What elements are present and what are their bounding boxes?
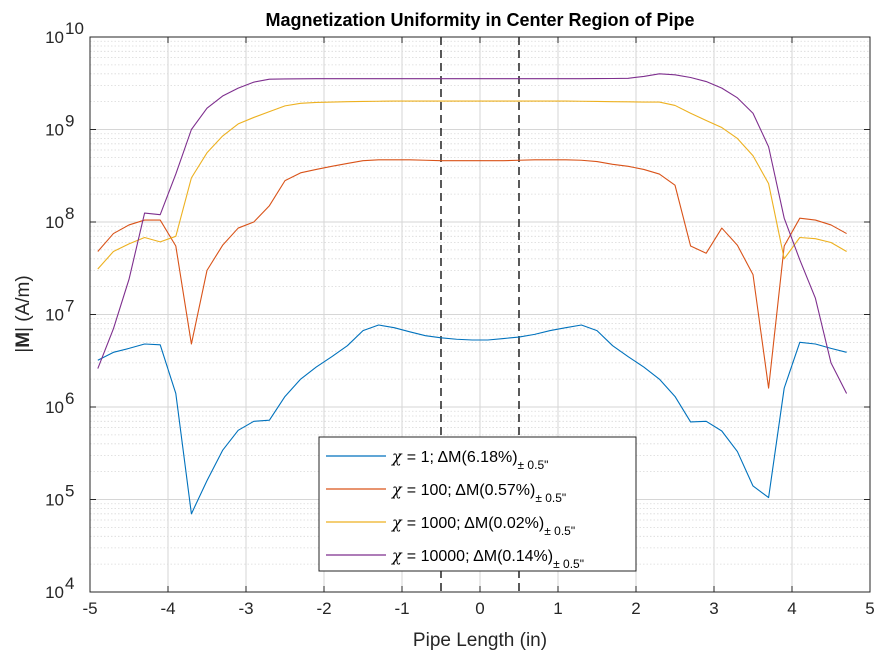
legend-chi-symbol: χ (391, 480, 407, 499)
legend-subscript: ± 0.5" (544, 524, 575, 538)
legend-label: = 1; ΔM(6.18%) (407, 449, 518, 466)
y-axis-label-bar: | (13, 348, 34, 353)
x-tick-label: 4 (787, 599, 796, 618)
y-tick-label: 10 (45, 398, 64, 417)
x-tick-label: 1 (553, 599, 562, 618)
y-axis-label: |M| (A/m) (13, 275, 34, 352)
legend-subscript: ± 0.5" (553, 557, 584, 571)
legend-entry: χ = 100; ΔM(0.57%)± 0.5" (391, 480, 566, 505)
y-tick-label: 10 (45, 28, 64, 47)
legend-entry: χ = 10000; ΔM(0.14%)± 0.5" (391, 546, 584, 571)
x-tick-label: 2 (631, 599, 640, 618)
y-tick-exponent: 9 (65, 112, 74, 131)
x-tick-label: -4 (160, 599, 175, 618)
x-tick-label: -1 (394, 599, 409, 618)
legend-label: = 100; ΔM(0.57%) (407, 482, 536, 499)
legend-chi-symbol: χ (391, 513, 407, 532)
legend-entry: χ = 1; ΔM(6.18%)± 0.5" (391, 447, 548, 472)
x-axis-label: Pipe Length (in) (413, 630, 547, 651)
legend-label: = 1000; ΔM(0.02%) (407, 515, 544, 532)
y-tick-exponent: 6 (65, 389, 74, 408)
legend-label: = 10000; ΔM(0.14%) (407, 548, 553, 565)
y-tick-exponent: 5 (65, 482, 74, 501)
legend-box (318, 436, 637, 572)
series-line (97, 159, 847, 389)
y-tick-label: 10 (45, 306, 64, 325)
x-tick-label: 5 (865, 599, 874, 618)
y-tick-label: 10 (45, 583, 64, 602)
y-axis-label-bold: M (13, 332, 34, 348)
series-group (97, 73, 848, 515)
y-tick-label: 10 (45, 121, 64, 140)
y-tick-label: 10 (45, 491, 64, 510)
x-axis: -5 -4 -3 -2 -1 0 1 2 3 4 5 (82, 37, 875, 618)
x-tick-label: 3 (709, 599, 718, 618)
x-tick-label: -3 (238, 599, 253, 618)
y-tick-exponent: 8 (65, 204, 74, 223)
y-axis-label-rest: | (A/m) (13, 275, 34, 332)
legend: χ = 1; ΔM(6.18%)± 0.5"χ = 100; ΔM(0.57%)… (318, 436, 637, 572)
y-tick-label: 10 (45, 213, 64, 232)
legend-subscript: ± 0.5" (535, 491, 566, 505)
series-line (97, 73, 848, 394)
y-tick-exponent: 4 (65, 574, 74, 593)
x-tick-label: 0 (475, 599, 484, 618)
legend-chi-symbol: χ (391, 447, 407, 466)
x-tick-label: -2 (316, 599, 331, 618)
x-tick-label: -5 (82, 599, 97, 618)
y-tick-exponent: 10 (65, 19, 84, 38)
series-line (97, 100, 847, 270)
series-line (97, 324, 847, 515)
y-tick-exponent: 7 (65, 297, 74, 316)
legend-entry: χ = 1000; ΔM(0.02%)± 0.5" (391, 513, 575, 538)
legend-chi-symbol: χ (391, 546, 407, 565)
legend-subscript: ± 0.5" (518, 458, 549, 472)
chart-title: Magnetization Uniformity in Center Regio… (265, 10, 694, 30)
